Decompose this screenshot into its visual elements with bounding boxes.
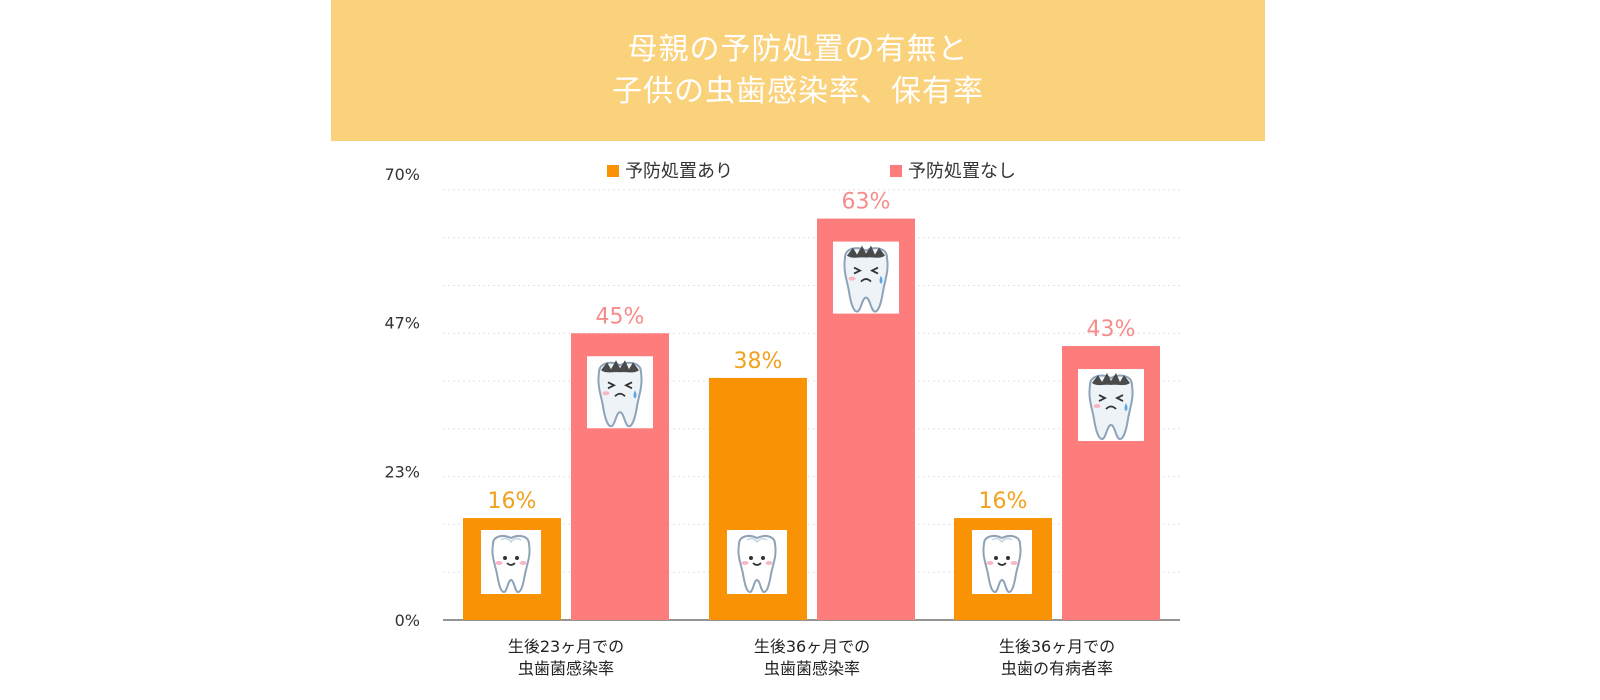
- legend-swatch: [607, 165, 619, 177]
- data-label: 45%: [596, 304, 645, 329]
- data-label: 38%: [734, 349, 783, 374]
- data-label: 43%: [1087, 317, 1136, 342]
- y-tick-label: 23%: [384, 462, 420, 481]
- labels-layer: 16%45%生後23ヶ月での虫歯菌感染率38%63%生後36ヶ月での虫歯菌感染率…: [488, 190, 1136, 678]
- happy-tooth-icon: [726, 529, 788, 595]
- legend-swatch: [890, 165, 902, 177]
- y-tick-label: 0%: [395, 611, 420, 630]
- happy-tooth-icon: [480, 529, 542, 595]
- category-label: 生後36ヶ月での: [754, 637, 870, 656]
- crying-decayed-tooth-icon: [832, 240, 900, 315]
- category-label: 生後36ヶ月での: [999, 637, 1115, 656]
- category-label: 虫歯菌感染率: [518, 659, 614, 678]
- category-label: 生後23ヶ月での: [508, 637, 624, 656]
- happy-tooth-icon: [971, 529, 1033, 595]
- crying-decayed-tooth-icon: [586, 355, 654, 430]
- data-label: 16%: [488, 489, 537, 514]
- y-tick-label: 70%: [384, 165, 420, 184]
- chart-title-line-2: 子供の虫歯感染率、保有率: [612, 73, 984, 109]
- chart-title-line-1: 母親の予防処置の有無と: [627, 31, 969, 67]
- crying-decayed-tooth-icon: [1077, 368, 1145, 443]
- bars-layer: [463, 218, 1160, 620]
- axis-layer: 0% 23% 47% 70%: [384, 165, 1180, 630]
- legend-label: 予防処置なし: [908, 161, 1016, 182]
- title-banner: 母親の予防処置の有無と 子供の虫歯感染率、保有率: [331, 0, 1265, 141]
- data-label: 63%: [842, 190, 891, 215]
- legend: 予防処置あり 予防処置なし: [607, 161, 1016, 182]
- data-label: 16%: [979, 489, 1028, 514]
- legend-label: 予防処置あり: [625, 161, 733, 182]
- category-label: 虫歯菌感染率: [764, 659, 860, 678]
- y-tick-label: 47%: [384, 314, 420, 333]
- category-label: 虫歯の有病者率: [1001, 659, 1113, 678]
